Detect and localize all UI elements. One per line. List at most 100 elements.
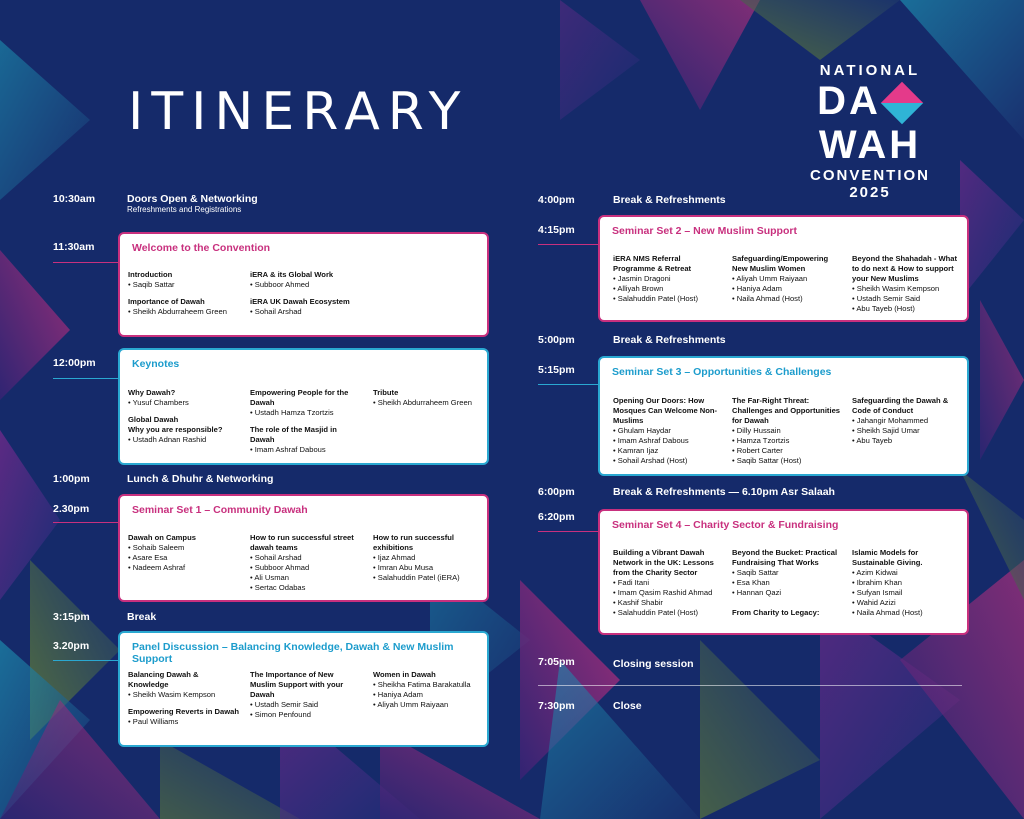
- speaker: Paul Williams: [128, 717, 240, 727]
- divider: [538, 685, 962, 686]
- speaker: Kamran Ijaz: [613, 446, 721, 456]
- logo-year: 2025: [849, 184, 891, 201]
- session-heading: Balancing Dawah & Knowledge: [128, 670, 199, 689]
- session-col: How to run successful exhibitions Ijaz A…: [373, 533, 483, 590]
- session-col: Empowering People for the DawahUstadh Ha…: [250, 388, 360, 462]
- session-col: iERA & its Global WorkSubboor Ahmed iERA…: [250, 270, 360, 324]
- time-closing: 7:05pm: [538, 656, 575, 668]
- speaker: Salahuddin Patel (iERA): [373, 573, 483, 583]
- session-heading: Islamic Models for Sustainable Giving.: [852, 548, 923, 567]
- session-heading: Dawah on Campus: [128, 533, 196, 542]
- card-seminar3: Seminar Set 3 – Opportunities & Challeng…: [598, 356, 969, 476]
- divider: [53, 378, 123, 379]
- divider: [53, 262, 123, 263]
- card-title: Seminar Set 3 – Opportunities & Challeng…: [612, 366, 832, 378]
- speaker: Ijaz Ahmad: [373, 553, 483, 563]
- time-break1: 3:15pm: [53, 611, 90, 623]
- time-break5: 5:00pm: [538, 334, 575, 346]
- time-panel: 3.20pm: [53, 640, 90, 652]
- session-heading: Global Dawah Why you are responsible?: [128, 415, 223, 434]
- speaker: Imam Ashraf Dabous: [250, 445, 360, 455]
- card-panel: Panel Discussion – Balancing Knowledge, …: [118, 631, 489, 747]
- speaker: Ali Usman: [250, 573, 360, 583]
- divider: [53, 660, 123, 661]
- logo-national: NATIONAL: [819, 62, 921, 79]
- logo-word-right: WAH: [818, 123, 922, 167]
- time-welcome: 11:30am: [53, 241, 95, 253]
- convention-logo: NATIONAL DAWAH CONVENTION 2025: [780, 62, 960, 201]
- time-doors: 10:30am: [53, 193, 96, 205]
- session-heading: Beyond the Shahadah - What to do next & …: [852, 254, 958, 283]
- divider: [538, 531, 608, 532]
- speaker: Simon Penfound: [250, 710, 360, 720]
- session-heading: iERA & its Global Work: [250, 270, 334, 279]
- speaker: Ibrahim Khan: [852, 578, 962, 588]
- logo-convention: CONVENTION: [809, 167, 930, 184]
- speaker: Ghulam Haydar: [613, 426, 721, 436]
- speaker: Imran Abu Musa: [373, 563, 483, 573]
- speaker: Aliyah Umm Raiyaan: [373, 700, 483, 710]
- session-col: iERA NMS Referral Programme & Retreat Ja…: [613, 254, 721, 311]
- session-heading: From Charity to Legacy:: [732, 608, 820, 617]
- time-seminar1: 2.30pm: [53, 503, 90, 515]
- card-seminar4: Seminar Set 4 – Charity Sector & Fundrai…: [598, 509, 969, 635]
- event-doors: Doors Open & Networking: [127, 193, 258, 205]
- speaker: Nadeem Ashraf: [128, 563, 240, 573]
- page-title: ITINERARY: [128, 82, 469, 142]
- event-break5: Break & Refreshments: [613, 334, 726, 346]
- speaker: Sohail Arshad (Host): [613, 456, 721, 466]
- speaker: Aliyah Umm Raiyaan: [732, 274, 842, 284]
- time-break4: 4:00pm: [538, 194, 575, 206]
- session-heading: Tribute: [373, 388, 399, 397]
- card-welcome: Welcome to the Convention IntroductionSa…: [118, 232, 489, 337]
- session-col: How to run successful street dawah teams…: [250, 533, 360, 600]
- speaker: Subboor Ahmad: [250, 563, 360, 573]
- logo-diamond-icon: [880, 82, 924, 125]
- speaker: Robert Carter: [732, 446, 842, 456]
- session-col: Building a Vibrant Dawah Network in the …: [613, 548, 723, 625]
- speaker: Sheikh Abdurraheem Green: [373, 398, 473, 408]
- session-heading: Empowering People for the Dawah: [250, 388, 349, 407]
- event-close: Close: [613, 700, 642, 712]
- speaker: Subboor Ahmed: [250, 280, 360, 290]
- speaker: Salahuddin Patel (Host): [613, 294, 721, 304]
- speaker: Naila Ahmad (Host): [732, 294, 842, 304]
- logo-dawah: DAWAH: [780, 79, 960, 167]
- divider: [538, 244, 608, 245]
- speaker: Salahuddin Patel (Host): [613, 608, 723, 618]
- speaker: Esa Khan: [732, 578, 844, 588]
- speaker: Haniya Adam: [732, 284, 842, 294]
- session-heading: Building a Vibrant Dawah Network in the …: [613, 548, 714, 577]
- speaker: Ustadh Hamza Tzortzis: [250, 408, 360, 418]
- session-heading: Safeguarding the Dawah & Code of Conduct: [852, 396, 949, 415]
- session-heading: iERA NMS Referral Programme & Retreat: [613, 254, 692, 273]
- speaker: Wahid Azizi: [852, 598, 962, 608]
- speaker: Sertac Odabas: [250, 583, 360, 593]
- session-col: Safeguarding/Empowering New Muslim Women…: [732, 254, 842, 311]
- speaker: Sufyan Ismail: [852, 588, 962, 598]
- card-title: Seminar Set 2 – New Muslim Support: [612, 225, 797, 237]
- session-col: The Importance of New Muslim Support wit…: [250, 670, 360, 727]
- session-heading: Empowering Reverts in Dawah: [128, 707, 239, 716]
- speaker: Hannan Qazi: [732, 588, 844, 598]
- card-keynotes: Keynotes Why Dawah?Yusuf Chambers Global…: [118, 348, 489, 465]
- speaker: Abu Tayeb: [852, 436, 962, 446]
- speaker: Ustadh Adnan Rashid: [128, 435, 240, 445]
- session-heading: Why Dawah?: [128, 388, 176, 397]
- divider: [538, 384, 608, 385]
- time-seminar2: 4:15pm: [538, 224, 575, 236]
- speaker: Hamza Tzortzis: [732, 436, 842, 446]
- session-heading: Beyond the Bucket: Practical Fundraising…: [732, 548, 838, 567]
- session-col: Dawah on Campus Sohaib Saleem Asare Esa …: [128, 533, 240, 580]
- speaker: Sohail Arshad: [250, 553, 360, 563]
- session-heading: The Importance of New Muslim Support wit…: [250, 670, 344, 699]
- speaker: Azim Kidwai: [852, 568, 962, 578]
- event-break4: Break & Refreshments: [613, 194, 726, 206]
- session-col: IntroductionSaqib Sattar Importance of D…: [128, 270, 240, 324]
- session-col: TributeSheikh Abdurraheem Green: [373, 388, 473, 415]
- time-seminar4: 6:20pm: [538, 511, 575, 523]
- speaker: Sheikh Wasim Kempson: [852, 284, 962, 294]
- session-col: Balancing Dawah & KnowledgeSheikh Wasim …: [128, 670, 240, 734]
- speaker: Sohail Arshad: [250, 307, 360, 317]
